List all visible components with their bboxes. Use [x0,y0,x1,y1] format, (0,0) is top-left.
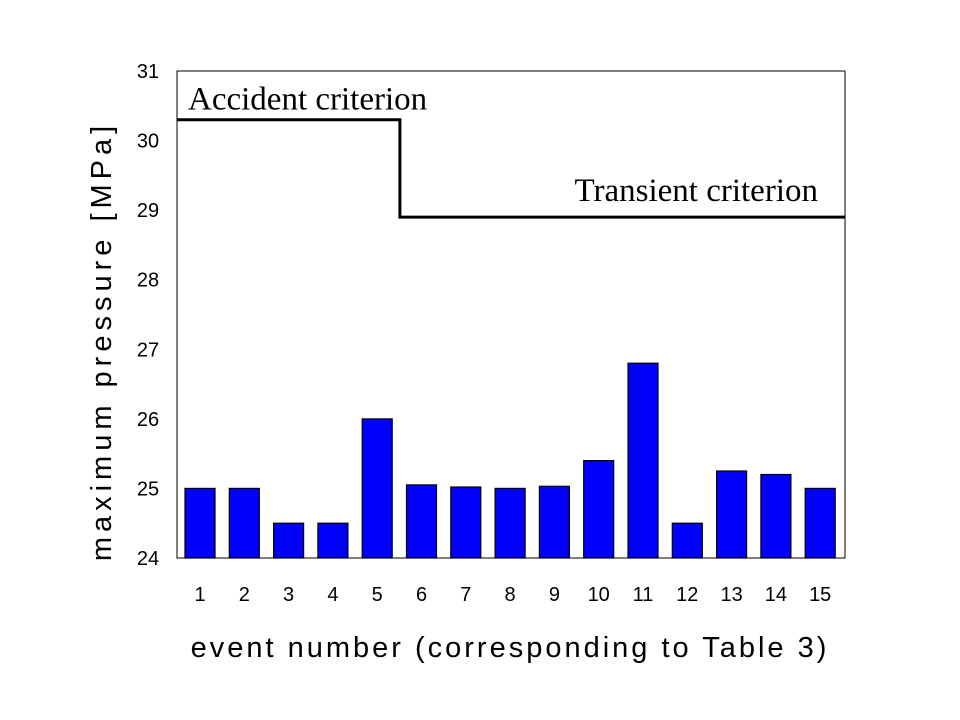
x-ticks: 1 2 3 4 5 6 7 8 9 10 11 12 13 14 15 [194,584,831,606]
criterion-step-line [177,118,845,219]
bar-1 [184,487,216,559]
x-tick-label: 12 [676,584,698,606]
y-tick-label: 27 [137,339,159,361]
x-tick-label: 7 [460,584,471,606]
bar-2 [228,487,260,559]
x-tick-label: 9 [549,584,560,606]
y-tick-label: 26 [137,409,159,431]
x-tick-label: 11 [633,584,654,606]
bar-12 [671,522,703,559]
bars-group [184,362,836,559]
y-tick-label: 24 [137,548,159,570]
x-tick-label: 3 [283,584,294,606]
bar-14 [760,473,792,559]
accident-criterion-label: Accident criterion [188,82,427,118]
criteria-group: Accident criterion Transient criterion [177,82,845,219]
x-tick-label: 2 [239,584,250,606]
x-tick-label: 6 [416,584,427,606]
x-tick-label: 13 [720,584,742,606]
bar-10 [583,460,615,559]
bar-7 [450,486,482,559]
bar-9 [538,485,571,559]
y-tick-label: 25 [137,478,159,500]
x-tick-label: 15 [809,584,831,606]
bar-5 [361,418,393,559]
bar-4 [317,522,349,559]
bar-15 [804,487,836,559]
x-tick-label: 14 [765,584,787,606]
y-axis-title: maximum pressure [MPa] [86,121,118,561]
bar-8 [494,487,526,559]
x-tick-label: 4 [327,584,338,606]
y-ticks: 24 25 26 27 28 29 30 31 [137,61,159,570]
bar-11 [627,362,659,559]
x-tick-label: 1 [194,584,205,606]
bar-6 [405,484,438,559]
y-tick-label: 30 [137,131,159,153]
x-tick-label: 8 [505,584,516,606]
plot-frame [176,70,846,559]
x-tick-label: 10 [588,584,610,606]
bar-13 [715,470,748,559]
transient-criterion-label: Transient criterion [575,173,819,209]
bar-3 [273,522,305,559]
y-tick-label: 31 [137,61,159,83]
x-axis-title: event number (corresponding to Table 3) [191,632,830,664]
y-tick-label: 29 [137,200,159,222]
x-tick-label: 5 [372,584,383,606]
y-tick-label: 28 [137,270,159,292]
